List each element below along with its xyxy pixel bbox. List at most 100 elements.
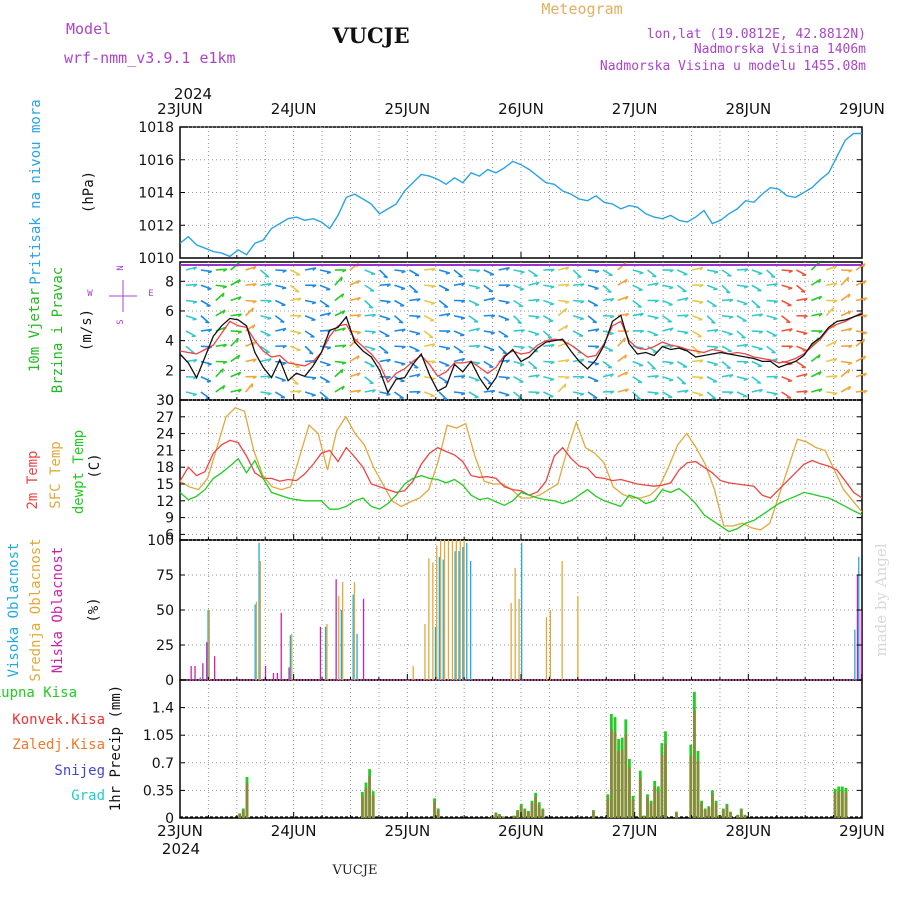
wind-arrow (230, 296, 242, 302)
wind-arrowhead (445, 347, 451, 351)
wind-arrowhead (237, 279, 241, 284)
precip-convective-bar (628, 767, 631, 818)
wind-arrow (275, 375, 286, 382)
wind-arrowhead (550, 344, 555, 348)
wind-arrow (200, 328, 212, 332)
wind-arrowhead (297, 390, 302, 394)
wind-arrowhead (369, 382, 374, 385)
wind-arrowhead (758, 348, 763, 351)
high-cloud-bar (199, 677, 201, 680)
wind-arrowhead (207, 270, 213, 274)
wind-arrow (766, 330, 777, 337)
wind-arrowhead (237, 330, 242, 334)
low-cloud-bar (288, 667, 290, 680)
wind-arrow (558, 299, 570, 303)
wind-arrowhead (726, 367, 731, 370)
precip-convective-bar (494, 813, 498, 818)
wind-arrowhead (282, 362, 287, 366)
wind-arrow (647, 391, 659, 394)
wind-arrow (185, 283, 198, 287)
wind-arrow (513, 360, 525, 366)
wind-arrow (796, 269, 807, 276)
wind-arrowhead (357, 314, 362, 318)
wind-arrow (379, 299, 391, 303)
high-cloud-bar (289, 635, 291, 680)
wind-arrowhead (654, 375, 659, 379)
y-tick-label: 8 (165, 274, 174, 290)
model-label: Model (66, 20, 111, 38)
wind-arrow (393, 391, 404, 399)
wind-arrow (215, 268, 227, 271)
precip-convective-bar (530, 803, 534, 818)
wind-arrowhead (488, 290, 493, 293)
wind-arrow (587, 269, 600, 272)
wind-arrowhead (803, 315, 808, 319)
wind-arrowhead (713, 288, 718, 291)
wind-arrow (692, 299, 704, 304)
wind-arrowhead (848, 327, 853, 332)
mid-cloud-ylabel: Srednja Oblacnost (28, 538, 44, 681)
wind-arrow (706, 284, 718, 290)
wind-arrow (692, 391, 704, 396)
wind-arrow (528, 298, 540, 302)
wind-arrow (736, 315, 747, 322)
wind-arrow (393, 315, 404, 324)
wind-arrow (379, 283, 391, 287)
wind-arrowhead (564, 383, 567, 389)
wind-arrowhead (728, 333, 733, 336)
wind-arrowhead (386, 393, 391, 397)
x-tick-label-bottom: 26JUN (498, 822, 544, 840)
wind-arrowhead (431, 343, 436, 348)
precip-convective-bar (617, 751, 620, 818)
wind-arrowhead (788, 328, 793, 332)
wind-arrowhead (237, 296, 242, 301)
wind-arrow (632, 284, 643, 291)
wind-arrowhead (698, 394, 704, 397)
wind-arrowhead (502, 352, 507, 355)
wind-arrowhead (491, 390, 496, 394)
wind-ylabel-1: 10m Vjetar (27, 288, 43, 372)
wind-arrow (364, 299, 374, 309)
y-tick-label: 75 (156, 568, 174, 584)
wind-arrow (855, 338, 865, 347)
wind-arrow (409, 314, 421, 318)
wind-arrowhead (669, 327, 674, 332)
mid-cloud-bar (451, 540, 454, 680)
wind-arrow (692, 359, 704, 363)
wind-arrowhead (863, 297, 868, 302)
wind-arrow (512, 315, 523, 324)
precip-convective-bar (700, 803, 703, 818)
wind-arrow (796, 297, 808, 302)
precip-ylabel: 1hr Precip (mm) (108, 685, 124, 811)
watermark: made by Angel (872, 543, 890, 656)
wind-arrow (543, 360, 555, 363)
wind-arrowhead (743, 285, 749, 289)
wind-arrowhead (223, 268, 228, 272)
wind-arrowhead (401, 328, 406, 333)
wind-arrowhead (743, 378, 748, 381)
pressure-ylabel: Pritisak na nivou mora (28, 99, 44, 284)
temp-2m-ylabel: 2m Temp (25, 450, 41, 509)
wind-arrowhead (624, 296, 629, 301)
wind-arrow (453, 282, 465, 287)
wind-arrowhead (862, 355, 867, 360)
high-cloud-bar (466, 542, 468, 680)
y-tick-label: 1.4 (152, 701, 174, 717)
wind-arrowhead (267, 300, 272, 304)
wind-arrowhead (817, 354, 821, 359)
precip-convective-bar (840, 791, 844, 818)
station-title: VUCJE (331, 23, 409, 48)
mid-cloud-bar (510, 603, 512, 680)
wind-arrowhead (252, 283, 257, 287)
wind-arrowhead (595, 328, 600, 333)
wind-arrowhead (788, 270, 793, 274)
mid-cloud-bar (561, 561, 563, 680)
wind-arrowhead (384, 351, 389, 354)
wind-arrowhead (847, 386, 852, 391)
wind-arrow (795, 284, 806, 293)
wind-arrow (558, 283, 570, 287)
wind-arrow (602, 269, 613, 277)
y-tick-label: 0 (165, 673, 174, 689)
y-tick-label: 1018 (138, 120, 174, 136)
mid-cloud-bar (412, 666, 414, 680)
